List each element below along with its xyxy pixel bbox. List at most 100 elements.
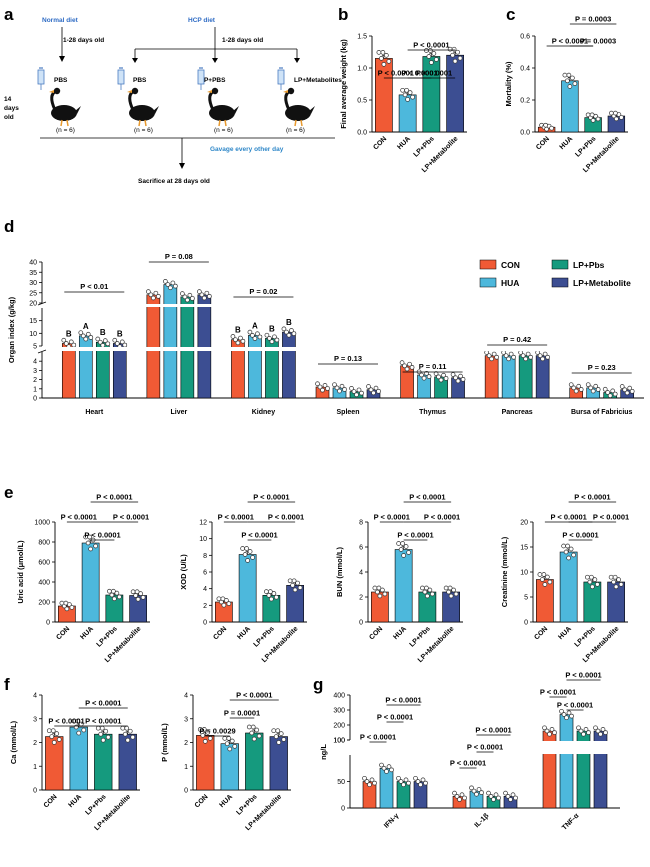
e2-ylabel: XOD (U/L) [179, 554, 188, 590]
e1-bar-HUA-dot [93, 543, 98, 549]
f1-pvalue: P < 0.0001 [85, 717, 121, 726]
e2-bar-LP+Metabolite-dot [295, 580, 300, 586]
e3-bar-CON-dot [372, 585, 378, 591]
e3-xtick-label: LP+Pbs [409, 625, 432, 648]
g-bar-LP+Metabolite-dot [593, 725, 598, 731]
e4-bar-CON-dot [547, 579, 553, 585]
e2-bar-HUA-dot [245, 558, 250, 563]
f2-bar-LP+Metabolite-dot [278, 731, 284, 736]
f1-bar-LP+Metabolite-dot [122, 731, 128, 737]
c-bar-HUA-dot [572, 81, 578, 86]
d-ytick-label: 30 [29, 280, 37, 287]
d-axis-break [37, 301, 47, 306]
syringe-icon-3-barrel [197, 69, 205, 85]
g-bar-LP+Metabolite-dot [420, 777, 426, 783]
d-bar-HUA-dot [247, 329, 253, 335]
e3-bar-CON-dot [376, 585, 382, 591]
e3-bar-LP+Metabolite-dot [453, 591, 459, 597]
g-ytick-label: 0 [341, 806, 345, 813]
e3-bar-LP+Pbs-dot [425, 593, 430, 599]
d-ytick-label: 4 [33, 359, 37, 366]
f2-bar-LP+Pbs-dot [254, 727, 260, 733]
b-ytick-label: 0.0 [357, 130, 367, 137]
d-bar-HUA [501, 355, 516, 399]
e3-bar-HUA-dot [403, 544, 409, 549]
f2-ytick-label: 1 [184, 764, 188, 771]
d-bar-CON-dot [315, 381, 320, 387]
d-bar-LP+Pbs-dot [359, 390, 364, 396]
e2-bar-LP+Metabolite-dot [291, 578, 297, 584]
e1-bar-LP+Pbs-dot [112, 596, 117, 602]
e3-pvalue: P < 0.0001 [424, 513, 460, 522]
d-bar-HUA-dot [585, 382, 591, 388]
g-bar-LP+Pbs-dot [576, 725, 581, 731]
g-bar-CON-dot [364, 779, 370, 784]
d-bar-CON-dot [317, 384, 323, 390]
e4-bar-LP+Pbs-dot [585, 574, 590, 580]
g-pvalue: P < 0.0001 [385, 696, 421, 705]
g-bar-HUA-dot [479, 790, 484, 795]
duck-icon-3-head [211, 87, 219, 95]
d-bar-CON-dot [240, 338, 246, 344]
c-bar-LP+Metabolite-dot [619, 115, 624, 120]
d-bar-CON-dot [71, 342, 77, 348]
d-break-band [144, 347, 213, 351]
g-bar-LP+Pbs-dot [488, 793, 494, 799]
g-bar-LP+Metabolite-dot [513, 795, 518, 801]
e2-bar-CON-dot [220, 596, 226, 602]
g-bar-LP+Metabolite-dot [600, 727, 606, 732]
g-bar-CON-dot [367, 782, 372, 788]
e4-bar-LP+Pbs-dot [595, 582, 600, 587]
b-ytick-label: 1.5 [357, 34, 367, 41]
d-ytick-label: 5 [33, 344, 37, 351]
f1-ylabel: Ca (mmol/L) [9, 720, 18, 764]
g-xtick-label: IL-1β [474, 812, 491, 829]
f1-ytick-label: 4 [33, 693, 37, 700]
e2-pvalue: P < 0.0001 [218, 513, 254, 522]
b-xtick-label: LP+Pbs [413, 135, 436, 158]
f1-bar-LP+Metabolite-dot [127, 728, 133, 734]
e4-ytick-label: 0 [524, 620, 528, 627]
e2-ytick-label: 4 [203, 586, 207, 593]
e3-xtick-label: HUA [392, 625, 408, 641]
d-bar-HUA-dot [85, 331, 91, 337]
d-bar-HUA-dot [163, 279, 168, 284]
f1-bar-LP+Pbs-dot [103, 728, 109, 734]
d-bar-HUA [248, 335, 262, 399]
g-bar-HUA-dot [569, 713, 574, 719]
f2-bar-LP+Pbs-dot [249, 730, 255, 736]
e3-ytick-label: 0 [359, 620, 363, 627]
d-bar-HUA-dot [80, 333, 86, 339]
day14-line2: days [4, 105, 19, 112]
d-bar-LP+Metabolite-dot [622, 387, 628, 393]
d-bar-LP+Pbs-dot [525, 351, 531, 357]
e4-bar-HUA [559, 551, 578, 623]
f1-pvalue: P < 0.0001 [48, 717, 84, 726]
d-bar-CON-dot [63, 341, 69, 346]
e2-bar-HUA-dot [250, 555, 255, 560]
g-xtick-label: IFN-γ [383, 812, 400, 829]
f1-ytick-label: 2 [33, 740, 37, 747]
d-xtick-label: Kidney [252, 409, 275, 416]
e4-bar-HUA-dot [563, 549, 569, 555]
d-bar-LP+Metabolite-dot [453, 375, 458, 381]
d-letter: B [235, 326, 241, 335]
duck-icon-1-body [51, 105, 77, 121]
d-bar-HUA [78, 335, 93, 399]
d-bar-LP+Pbs-dot [602, 386, 608, 392]
d-bar-LP+Pbs-dot [612, 391, 618, 397]
g-bar-HUA-dot [564, 715, 569, 721]
syringe-icon-3 [197, 67, 205, 90]
d-bar-LP+Pbs-dot [105, 341, 111, 347]
e2-bar-LP+Pbs-dot [271, 591, 277, 596]
d-bar-CON [484, 355, 499, 399]
g-bar-HUA-dot [566, 710, 572, 716]
g-bar-HUA-dot [561, 712, 567, 717]
d-bar-HUA-dot [170, 280, 176, 286]
b-bar-LP+Pbs-dot [434, 57, 439, 62]
e2-bar-HUA [238, 554, 257, 623]
g-ytick-label: 50 [337, 779, 345, 786]
g-bar-LP+Metabolite-dot [503, 790, 508, 796]
d-ytick-label: 10 [29, 331, 37, 338]
